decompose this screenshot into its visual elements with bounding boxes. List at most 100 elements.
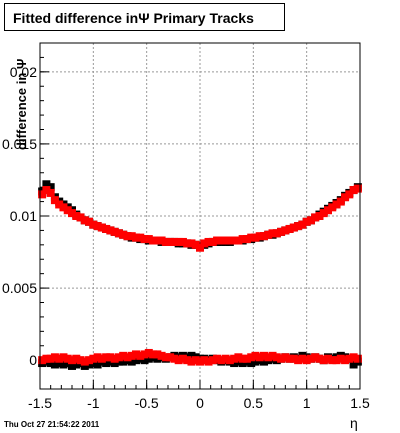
data-point xyxy=(114,353,123,362)
data-point xyxy=(157,351,166,360)
data-point xyxy=(170,237,179,246)
x-tick-label: 1.5 xyxy=(350,395,370,411)
data-point xyxy=(302,356,311,365)
data-point xyxy=(332,200,341,209)
x-tick-label: -1 xyxy=(87,395,100,411)
data-point xyxy=(208,237,217,246)
data-point xyxy=(127,357,136,366)
data-point xyxy=(89,354,98,363)
data-point xyxy=(247,359,256,368)
x-tick-label: -0.5 xyxy=(135,395,159,411)
data-point xyxy=(225,236,234,245)
data-point xyxy=(260,357,268,366)
data-point xyxy=(102,224,111,233)
data-point xyxy=(311,213,320,222)
data-point xyxy=(93,353,102,362)
data-point xyxy=(144,348,153,357)
data-point xyxy=(260,232,268,241)
data-point xyxy=(63,206,72,215)
data-point xyxy=(230,236,239,245)
data-point xyxy=(102,353,111,362)
data-point xyxy=(85,356,94,365)
data-point xyxy=(251,357,260,366)
y-tick-label: 0.015 xyxy=(2,136,37,152)
chart-title: Fitted difference inΨ Primary Tracks xyxy=(13,10,254,26)
data-point xyxy=(238,235,247,244)
data-point xyxy=(349,186,358,195)
data-point xyxy=(251,351,260,360)
data-point xyxy=(119,230,128,239)
data-point xyxy=(132,350,140,359)
data-point xyxy=(157,236,166,245)
data-point xyxy=(234,236,243,245)
y-tick-label: 0 xyxy=(29,352,37,368)
data-point xyxy=(281,353,290,362)
data-point xyxy=(183,239,192,248)
data-point xyxy=(255,353,264,362)
data-point xyxy=(46,183,55,192)
data-point xyxy=(76,213,85,222)
data-point xyxy=(153,236,162,245)
data-point xyxy=(268,351,277,360)
data-point xyxy=(119,351,128,360)
data-point xyxy=(114,229,123,238)
y-tick-label: 0.005 xyxy=(2,280,37,296)
data-point xyxy=(161,353,170,362)
data-point xyxy=(213,354,222,363)
data-point xyxy=(46,354,55,363)
data-point xyxy=(93,360,102,369)
data-point xyxy=(80,357,89,366)
data-point xyxy=(349,360,358,369)
data-point xyxy=(341,356,350,365)
data-point xyxy=(264,353,273,362)
data-point xyxy=(114,357,123,366)
data-point xyxy=(255,232,264,241)
data-point xyxy=(136,233,145,242)
data-point xyxy=(72,354,81,363)
data-point xyxy=(332,356,341,365)
data-point xyxy=(127,232,136,241)
data-point xyxy=(144,354,153,363)
data-point xyxy=(298,220,307,229)
data-point xyxy=(170,354,179,363)
data-point xyxy=(324,206,332,215)
data-point xyxy=(110,359,119,368)
data-point xyxy=(230,359,239,368)
y-tick-label: 0.02 xyxy=(10,64,37,80)
data-point xyxy=(341,193,350,202)
data-point xyxy=(68,356,76,365)
data-point xyxy=(294,222,303,231)
data-point xyxy=(106,226,115,235)
data-point xyxy=(42,186,51,195)
data-point xyxy=(242,235,251,244)
data-point xyxy=(251,233,260,242)
data-point xyxy=(102,359,111,368)
data-point xyxy=(119,357,128,366)
data-point xyxy=(85,217,94,226)
data-point xyxy=(38,190,47,199)
data-point xyxy=(93,222,102,231)
data-point xyxy=(85,360,94,369)
data-point xyxy=(200,356,209,365)
chart-title-box: Fitted difference inΨ Primary Tracks xyxy=(4,3,285,31)
y-tick-label: 0.01 xyxy=(10,208,37,224)
data-point xyxy=(72,212,81,220)
data-point xyxy=(149,350,158,359)
data-point xyxy=(208,356,217,365)
data-point xyxy=(132,356,140,365)
data-point xyxy=(225,356,234,365)
data-point xyxy=(196,357,204,366)
data-point xyxy=(68,209,76,218)
data-point xyxy=(178,354,187,363)
data-point xyxy=(140,235,149,244)
data-point xyxy=(97,223,106,232)
data-point xyxy=(106,353,115,362)
data-point xyxy=(153,354,162,363)
data-points xyxy=(38,180,362,370)
data-point xyxy=(76,356,85,365)
data-point xyxy=(140,356,149,365)
data-point xyxy=(46,188,55,197)
data-point xyxy=(277,354,286,363)
data-point xyxy=(221,354,230,363)
